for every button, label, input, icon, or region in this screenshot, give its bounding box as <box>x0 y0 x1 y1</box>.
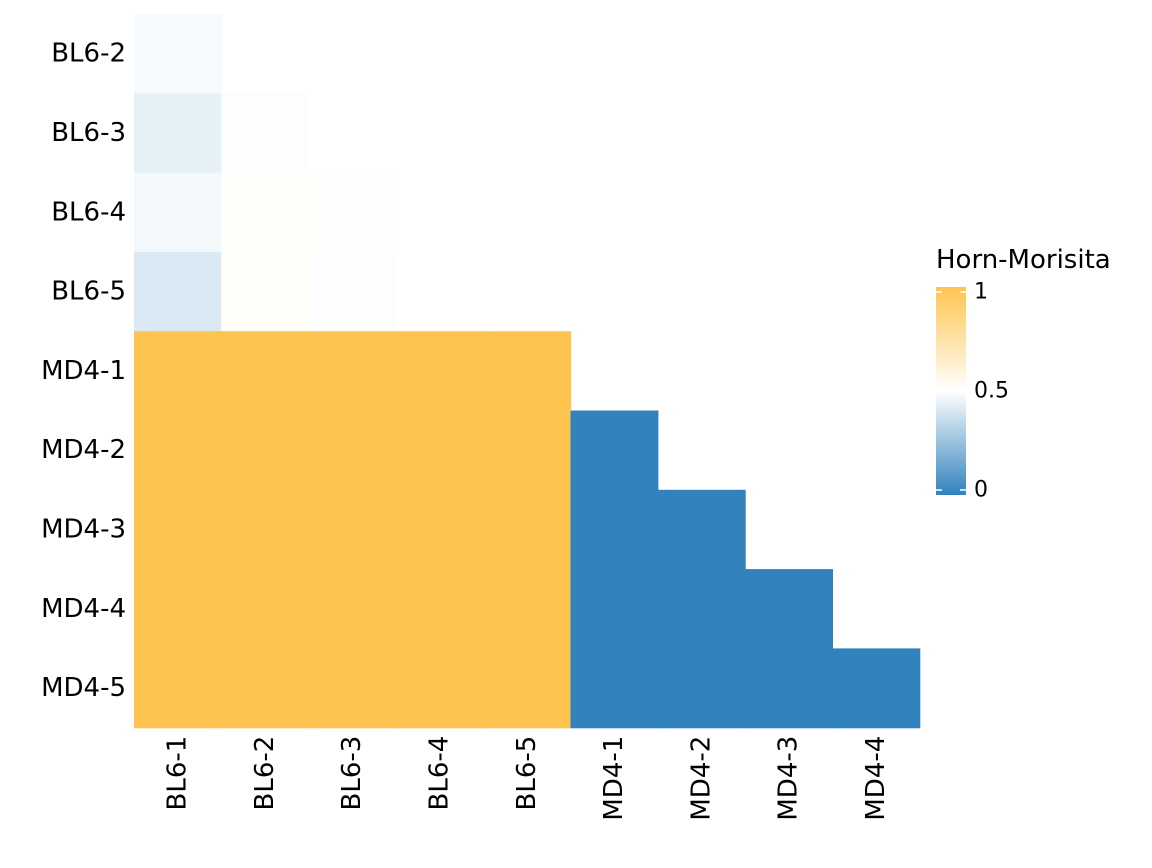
heatmap-cells <box>134 14 921 729</box>
heatmap-cell-MD4-3-BL6-3 <box>308 489 397 570</box>
legend-tick-label: 0.5 <box>974 379 1009 404</box>
x-tick-label: BL6-3 <box>337 736 367 811</box>
y-tick-label: MD4-4 <box>41 594 126 624</box>
heatmap-cell-MD4-5-BL6-1 <box>134 648 222 729</box>
heatmap-cell-MD4-3-MD4-2 <box>657 489 746 570</box>
heatmap-cell-MD4-5-MD4-4 <box>832 648 921 729</box>
heatmap-cell-MD4-2-BL6-1 <box>134 410 222 491</box>
color-legend: Horn-Morisita 00.51 <box>936 245 1111 503</box>
x-tick-label: BL6-1 <box>163 736 193 811</box>
x-tick-label: MD4-3 <box>774 736 804 821</box>
legend-tick-label: 1 <box>974 280 988 305</box>
x-tick-label: MD4-4 <box>861 736 891 821</box>
heatmap-cell-MD4-4-BL6-2 <box>221 569 310 649</box>
heatmap-cell-BL6-3-BL6-2 <box>221 93 310 174</box>
heatmap-cell-MD4-4-BL6-4 <box>395 569 484 649</box>
heatmap-cell-BL6-4-BL6-3 <box>308 172 397 253</box>
heatmap-cell-MD4-1-BL6-4 <box>395 331 484 412</box>
heatmap-cell-MD4-1-BL6-1 <box>134 331 222 412</box>
heatmap-cell-MD4-5-MD4-3 <box>745 648 833 729</box>
x-axis-tick-labels: BL6-1 BL6-2 BL6-3 BL6-4 BL6-5 MD4-1 MD4-2 MD4-3… <box>163 736 891 821</box>
heatmap-cell-MD4-5-MD4-2 <box>657 648 746 729</box>
heatmap-cell-BL6-5-BL6-2 <box>221 251 310 332</box>
y-tick-label: MD4-2 <box>41 435 126 465</box>
x-tick-label: MD4-2 <box>686 736 716 821</box>
heatmap-cell-MD4-4-BL6-1 <box>134 569 222 649</box>
y-tick-label: MD4-3 <box>41 514 126 544</box>
heatmap-cell-MD4-5-BL6-3 <box>308 648 397 729</box>
heatmap-cell-BL6-2-BL6-1 <box>134 14 222 94</box>
heatmap-cell-MD4-5-MD4-1 <box>570 648 659 729</box>
heatmap-cell-MD4-5-BL6-2 <box>221 648 310 729</box>
x-tick-label: BL6-4 <box>425 736 455 811</box>
heatmap-cell-BL6-5-BL6-3 <box>308 251 397 332</box>
y-tick-label: BL6-3 <box>51 118 126 148</box>
heatmap-cell-MD4-3-BL6-2 <box>221 489 310 570</box>
y-tick-label: BL6-4 <box>51 197 126 227</box>
heatmap-cell-BL6-4-BL6-2 <box>221 172 310 253</box>
x-tick-label: BL6-5 <box>512 736 542 811</box>
heatmap-cell-MD4-3-MD4-1 <box>570 489 659 570</box>
heatmap-cell-MD4-2-BL6-5 <box>483 410 572 491</box>
x-tick-label: BL6-2 <box>250 736 280 811</box>
heatmap-cell-BL6-5-BL6-1 <box>134 251 222 332</box>
heatmap-cell-MD4-4-MD4-2 <box>657 569 746 649</box>
heatmap-cell-MD4-3-BL6-5 <box>483 489 572 570</box>
heatmap-cell-MD4-4-BL6-5 <box>483 569 572 649</box>
heatmap-cell-MD4-4-BL6-3 <box>308 569 397 649</box>
heatmap-cell-MD4-2-BL6-2 <box>221 410 310 491</box>
heatmap-cell-MD4-3-BL6-1 <box>134 489 222 570</box>
heatmap-cell-MD4-4-MD4-1 <box>570 569 659 649</box>
y-tick-label: BL6-5 <box>51 277 126 307</box>
y-tick-label: BL6-2 <box>51 39 126 69</box>
heatmap-cell-MD4-5-BL6-5 <box>483 648 572 729</box>
heatmap-cell-MD4-2-MD4-1 <box>570 410 659 491</box>
legend-title: Horn-Morisita <box>936 245 1111 275</box>
y-tick-label: MD4-1 <box>41 356 126 386</box>
heatmap-cell-MD4-4-MD4-3 <box>745 569 833 649</box>
heatmap-cell-MD4-1-BL6-3 <box>308 331 397 412</box>
heatmap-cell-MD4-3-BL6-4 <box>395 489 484 570</box>
heatmap-cell-MD4-5-BL6-4 <box>395 648 484 729</box>
x-tick-label: MD4-1 <box>599 736 629 821</box>
heatmap-cell-MD4-2-BL6-4 <box>395 410 484 491</box>
y-axis-tick-labels: BL6-2 BL6-3 BL6-4 BL6-5 MD4-1 MD4-2 MD4-3 MD4-4… <box>41 39 126 703</box>
legend-ticks: 00.51 <box>936 280 1009 503</box>
heatmap-cell-BL6-4-BL6-1 <box>134 172 222 253</box>
legend-tick-label: 0 <box>974 478 988 503</box>
heatmap-cell-BL6-3-BL6-1 <box>134 93 222 174</box>
y-tick-label: MD4-5 <box>41 673 126 703</box>
heatmap-cell-MD4-2-BL6-3 <box>308 410 397 491</box>
heatmap-cell-MD4-1-BL6-2 <box>221 331 310 412</box>
heatmap-cell-MD4-1-BL6-5 <box>483 331 572 412</box>
